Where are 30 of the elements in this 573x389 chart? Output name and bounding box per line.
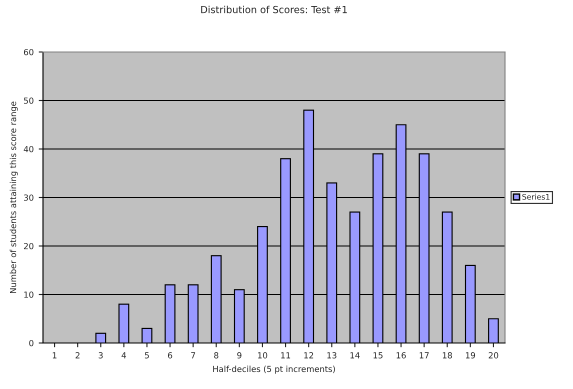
y-tick-label: 0 — [29, 340, 34, 346]
y-tick-label: 30 — [24, 194, 34, 201]
x-tick-label: 14 — [350, 352, 360, 358]
x-tick-label: 5 — [144, 352, 149, 358]
x-axis-title: Half-deciles (5 pt increments) — [213, 366, 335, 374]
x-tick-label: 16 — [396, 352, 406, 358]
y-axis-title: Number of students attaining this score range — [10, 102, 18, 294]
x-tick-label: 18 — [442, 352, 452, 358]
x-tick-label: 15 — [374, 352, 383, 358]
x-tick-label: 8 — [214, 352, 218, 358]
y-tick-label: 60 — [24, 48, 34, 56]
x-tick-label: 9 — [237, 352, 242, 358]
y-tick-label: 40 — [24, 146, 34, 152]
x-tick-label: 7 — [191, 352, 196, 358]
chart-title: Distribution of Scores: Test #1 — [201, 6, 347, 14]
x-tick-label: 10 — [258, 352, 268, 358]
x-tick-label: 1 — [52, 352, 56, 358]
x-tick-label: 17 — [420, 352, 429, 358]
y-tick-label: 50 — [24, 97, 34, 104]
x-tick-label: 6 — [168, 352, 172, 358]
x-tick-label: 4 — [122, 352, 126, 358]
x-tick-label: 3 — [98, 352, 103, 358]
y-tick-label: 20 — [24, 242, 34, 250]
x-tick-label: 20 — [488, 352, 498, 358]
x-tick-label: 12 — [304, 352, 314, 358]
x-tick-label: 2 — [76, 352, 80, 358]
x-tick-label: 11 — [281, 352, 290, 358]
x-tick-label: 19 — [466, 352, 476, 358]
y-tick-label: 10 — [24, 291, 34, 298]
x-tick-label: 13 — [327, 352, 336, 358]
